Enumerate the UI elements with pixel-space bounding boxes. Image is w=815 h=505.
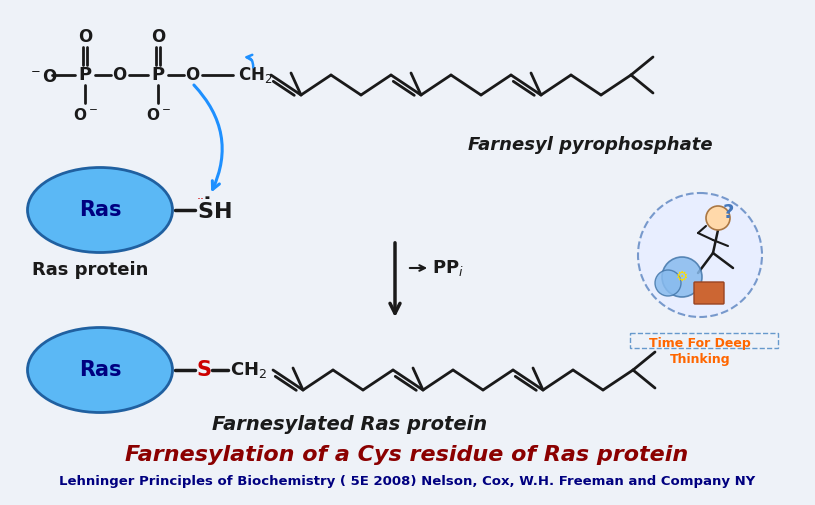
Text: Lehninger Principles of Biochemistry ( 5E 2008) Nelson, Cox, W.H. Freeman and Co: Lehninger Principles of Biochemistry ( 5…: [59, 476, 756, 488]
Circle shape: [638, 193, 762, 317]
Circle shape: [655, 270, 681, 296]
Ellipse shape: [28, 168, 173, 252]
Text: S: S: [197, 360, 212, 380]
Text: Ras protein: Ras protein: [32, 261, 148, 279]
Text: Ras: Ras: [79, 200, 121, 220]
Text: CH$_2$: CH$_2$: [238, 65, 272, 85]
Text: ⚙: ⚙: [676, 270, 688, 284]
Ellipse shape: [28, 328, 173, 413]
Circle shape: [706, 206, 730, 230]
Text: O: O: [185, 66, 199, 84]
Text: Ras: Ras: [79, 360, 121, 380]
Bar: [630, 333, 778, 348]
Text: P: P: [152, 66, 165, 84]
FancyBboxPatch shape: [694, 282, 724, 304]
Text: $\mathbf{\dot{S}H}$: $\mathbf{\dot{S}H}$: [197, 197, 231, 223]
Text: O$^-$: O$^-$: [73, 107, 98, 123]
Text: O$^-$: O$^-$: [146, 107, 170, 123]
Text: CH$_2$: CH$_2$: [230, 360, 267, 380]
Text: Farnesylated Ras protein: Farnesylated Ras protein: [213, 416, 487, 434]
Circle shape: [662, 257, 702, 297]
Text: Time For Deep
Thinking: Time For Deep Thinking: [649, 337, 751, 366]
Text: Farnesylation of a Cys residue of Ras protein: Farnesylation of a Cys residue of Ras pr…: [126, 445, 689, 465]
Text: ?: ?: [722, 204, 734, 223]
Text: O: O: [151, 28, 165, 46]
Text: O: O: [112, 66, 126, 84]
Text: O: O: [78, 28, 92, 46]
Text: $^-$O: $^-$O: [28, 68, 59, 86]
Text: Farnesyl pyrophosphate: Farnesyl pyrophosphate: [468, 136, 712, 154]
Text: ··: ··: [197, 193, 205, 207]
Text: PP$_i$: PP$_i$: [432, 258, 464, 278]
Text: P: P: [78, 66, 91, 84]
